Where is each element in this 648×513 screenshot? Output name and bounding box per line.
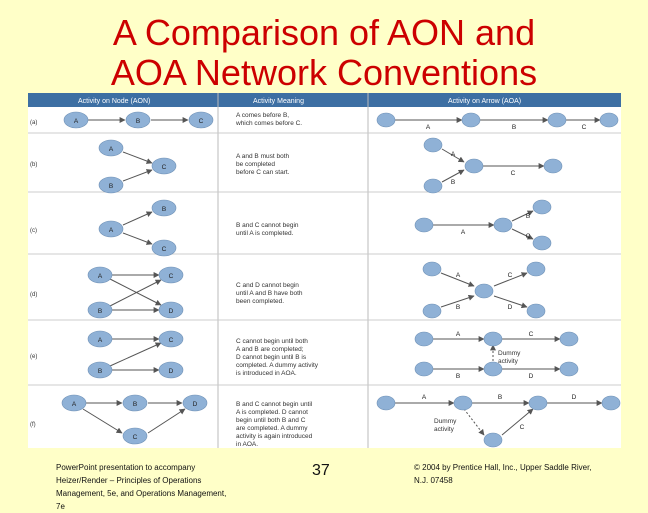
page-number: 37: [312, 462, 330, 479]
letter: B: [526, 213, 530, 220]
letter: A: [109, 227, 114, 234]
node-a-aon-A: [63, 111, 89, 129]
letter: B: [133, 401, 137, 408]
letter: B: [162, 206, 166, 213]
letter: B: [98, 368, 102, 375]
footer-right-line-2: N.J. 07458: [414, 476, 453, 485]
letter: C: [520, 424, 525, 431]
row-label-f: (f): [30, 422, 36, 428]
node-a-aon-C: [188, 111, 214, 129]
letter: A: [426, 124, 431, 131]
dummy-label-e-line-2: activity: [498, 358, 519, 365]
letter: A: [72, 401, 77, 408]
footer-left-line-4: 7e: [56, 502, 65, 511]
dummy-label-f-line-1: Dummy: [434, 418, 457, 425]
letter: D: [193, 401, 198, 408]
letter: B: [109, 183, 113, 190]
letter: D: [169, 368, 174, 375]
meaning-f-line-2: A is completed. D cannot: [236, 409, 308, 416]
letter: A: [461, 229, 466, 236]
letter: A: [451, 151, 456, 158]
meaning-c-line-2: until A is completed.: [236, 230, 294, 237]
letter: C: [508, 272, 513, 279]
letter: A: [422, 394, 427, 401]
letter: A: [456, 331, 461, 338]
meaning-b-line-2: be completed: [236, 161, 275, 168]
header-aon: Activity on Node (AON): [78, 98, 150, 105]
letter: A: [98, 273, 103, 280]
letter: B: [456, 304, 460, 311]
slide-title-line-2: AOA Network Conventions: [110, 52, 538, 93]
meaning-e-line-5: is introduced in AOA.: [236, 370, 297, 377]
meaning-f-line-5: activity is again introduced: [236, 433, 313, 440]
meaning-e-line-4: completed. A dummy activity: [236, 362, 319, 369]
meaning-e-line-3: D cannot begin until B is: [236, 354, 307, 361]
meaning-f-line-6: in AOA.: [236, 441, 258, 448]
footer-left-line-2: Heizer/Render – Principles of Operations: [56, 476, 202, 485]
letter: D: [529, 373, 534, 380]
meaning-f-line-3: begin until both B and C: [236, 417, 306, 424]
letter: C: [582, 124, 587, 131]
letter: C: [169, 337, 174, 344]
diagram-edges: [82, 117, 603, 436]
meaning-d-line-3: been completed.: [236, 298, 284, 305]
footer-copyright-right: © 2004 by Prentice Hall, Inc., Upper Sad…: [414, 461, 634, 487]
letter: C: [511, 170, 516, 177]
table-header-bar: [28, 93, 621, 107]
letter: D: [508, 304, 513, 311]
letter: A: [98, 337, 103, 344]
meaning-b-line-3: before C can start.: [236, 169, 290, 176]
letter: B: [136, 118, 140, 125]
letter: D: [169, 308, 174, 315]
meaning-e-line-1: C cannot begin until both: [236, 338, 308, 345]
row-label-d: (d): [30, 292, 37, 298]
diagram-letters: A B C A B C A B C A B C A B C A B C A B …: [72, 118, 587, 441]
row-label-c: (c): [30, 228, 37, 234]
meaning-a-line-1: A comes before B,: [236, 112, 289, 119]
letter: B: [498, 394, 502, 401]
meaning-b-line-1: A and B must both: [236, 153, 290, 160]
header-meaning: Activity Meaning: [253, 98, 304, 105]
letter: C: [133, 434, 138, 441]
letter: C: [169, 273, 174, 280]
dummy-label-f-line-2: activity: [434, 426, 455, 433]
row-label-a: (a): [30, 120, 37, 126]
letter: B: [512, 124, 516, 131]
letter: A: [456, 272, 461, 279]
letter: B: [456, 373, 460, 380]
aon-aoa-comparison-figure: Activity on Node (AON) Activity Meaning …: [28, 93, 621, 448]
dummy-activity-labels: Dummy activity Dummy activity: [434, 350, 521, 433]
meaning-a-line-2: which comes before C.: [235, 120, 302, 127]
diagram-nodes: [61, 111, 621, 448]
row-label-e: (e): [30, 354, 37, 360]
letter: D: [572, 394, 577, 401]
slide-title-line-1: A Comparison of AON and: [112, 12, 536, 53]
row-separators: [28, 132, 621, 386]
meaning-e-line-2: A and B are completed;: [236, 346, 304, 353]
footer-copyright-left: PowerPoint presentation to accompany Hei…: [56, 461, 256, 513]
letter: A: [109, 146, 114, 153]
letter: C: [162, 246, 167, 253]
letter: B: [98, 308, 102, 315]
letter: B: [451, 179, 455, 186]
dummy-label-e-line-1: Dummy: [498, 350, 521, 357]
meaning-c-line-1: B and C cannot begin: [236, 222, 299, 229]
letter: C: [162, 164, 167, 171]
meaning-f-line-4: are completed. A dummy: [236, 425, 308, 432]
header-aoa: Activity on Arrow (AOA): [448, 98, 521, 105]
footer-left-line-3: Management, 5e, and Operations Managemen…: [56, 489, 227, 498]
letter: C: [529, 331, 534, 338]
letter: A: [74, 118, 79, 125]
meaning-d-line-1: C and D cannot begin: [236, 282, 299, 289]
letter: C: [526, 233, 531, 240]
meaning-d-line-2: until A and B have both: [236, 290, 303, 297]
meaning-f-line-1: B and C cannot begin until: [236, 401, 313, 408]
footer-right-line-1: © 2004 by Prentice Hall, Inc., Upper Sad…: [414, 463, 592, 472]
letter: C: [199, 118, 204, 125]
footer-left-line-1: PowerPoint presentation to accompany: [56, 463, 196, 472]
row-label-b: (b): [30, 162, 37, 168]
node-a-aon-B: [125, 111, 151, 129]
